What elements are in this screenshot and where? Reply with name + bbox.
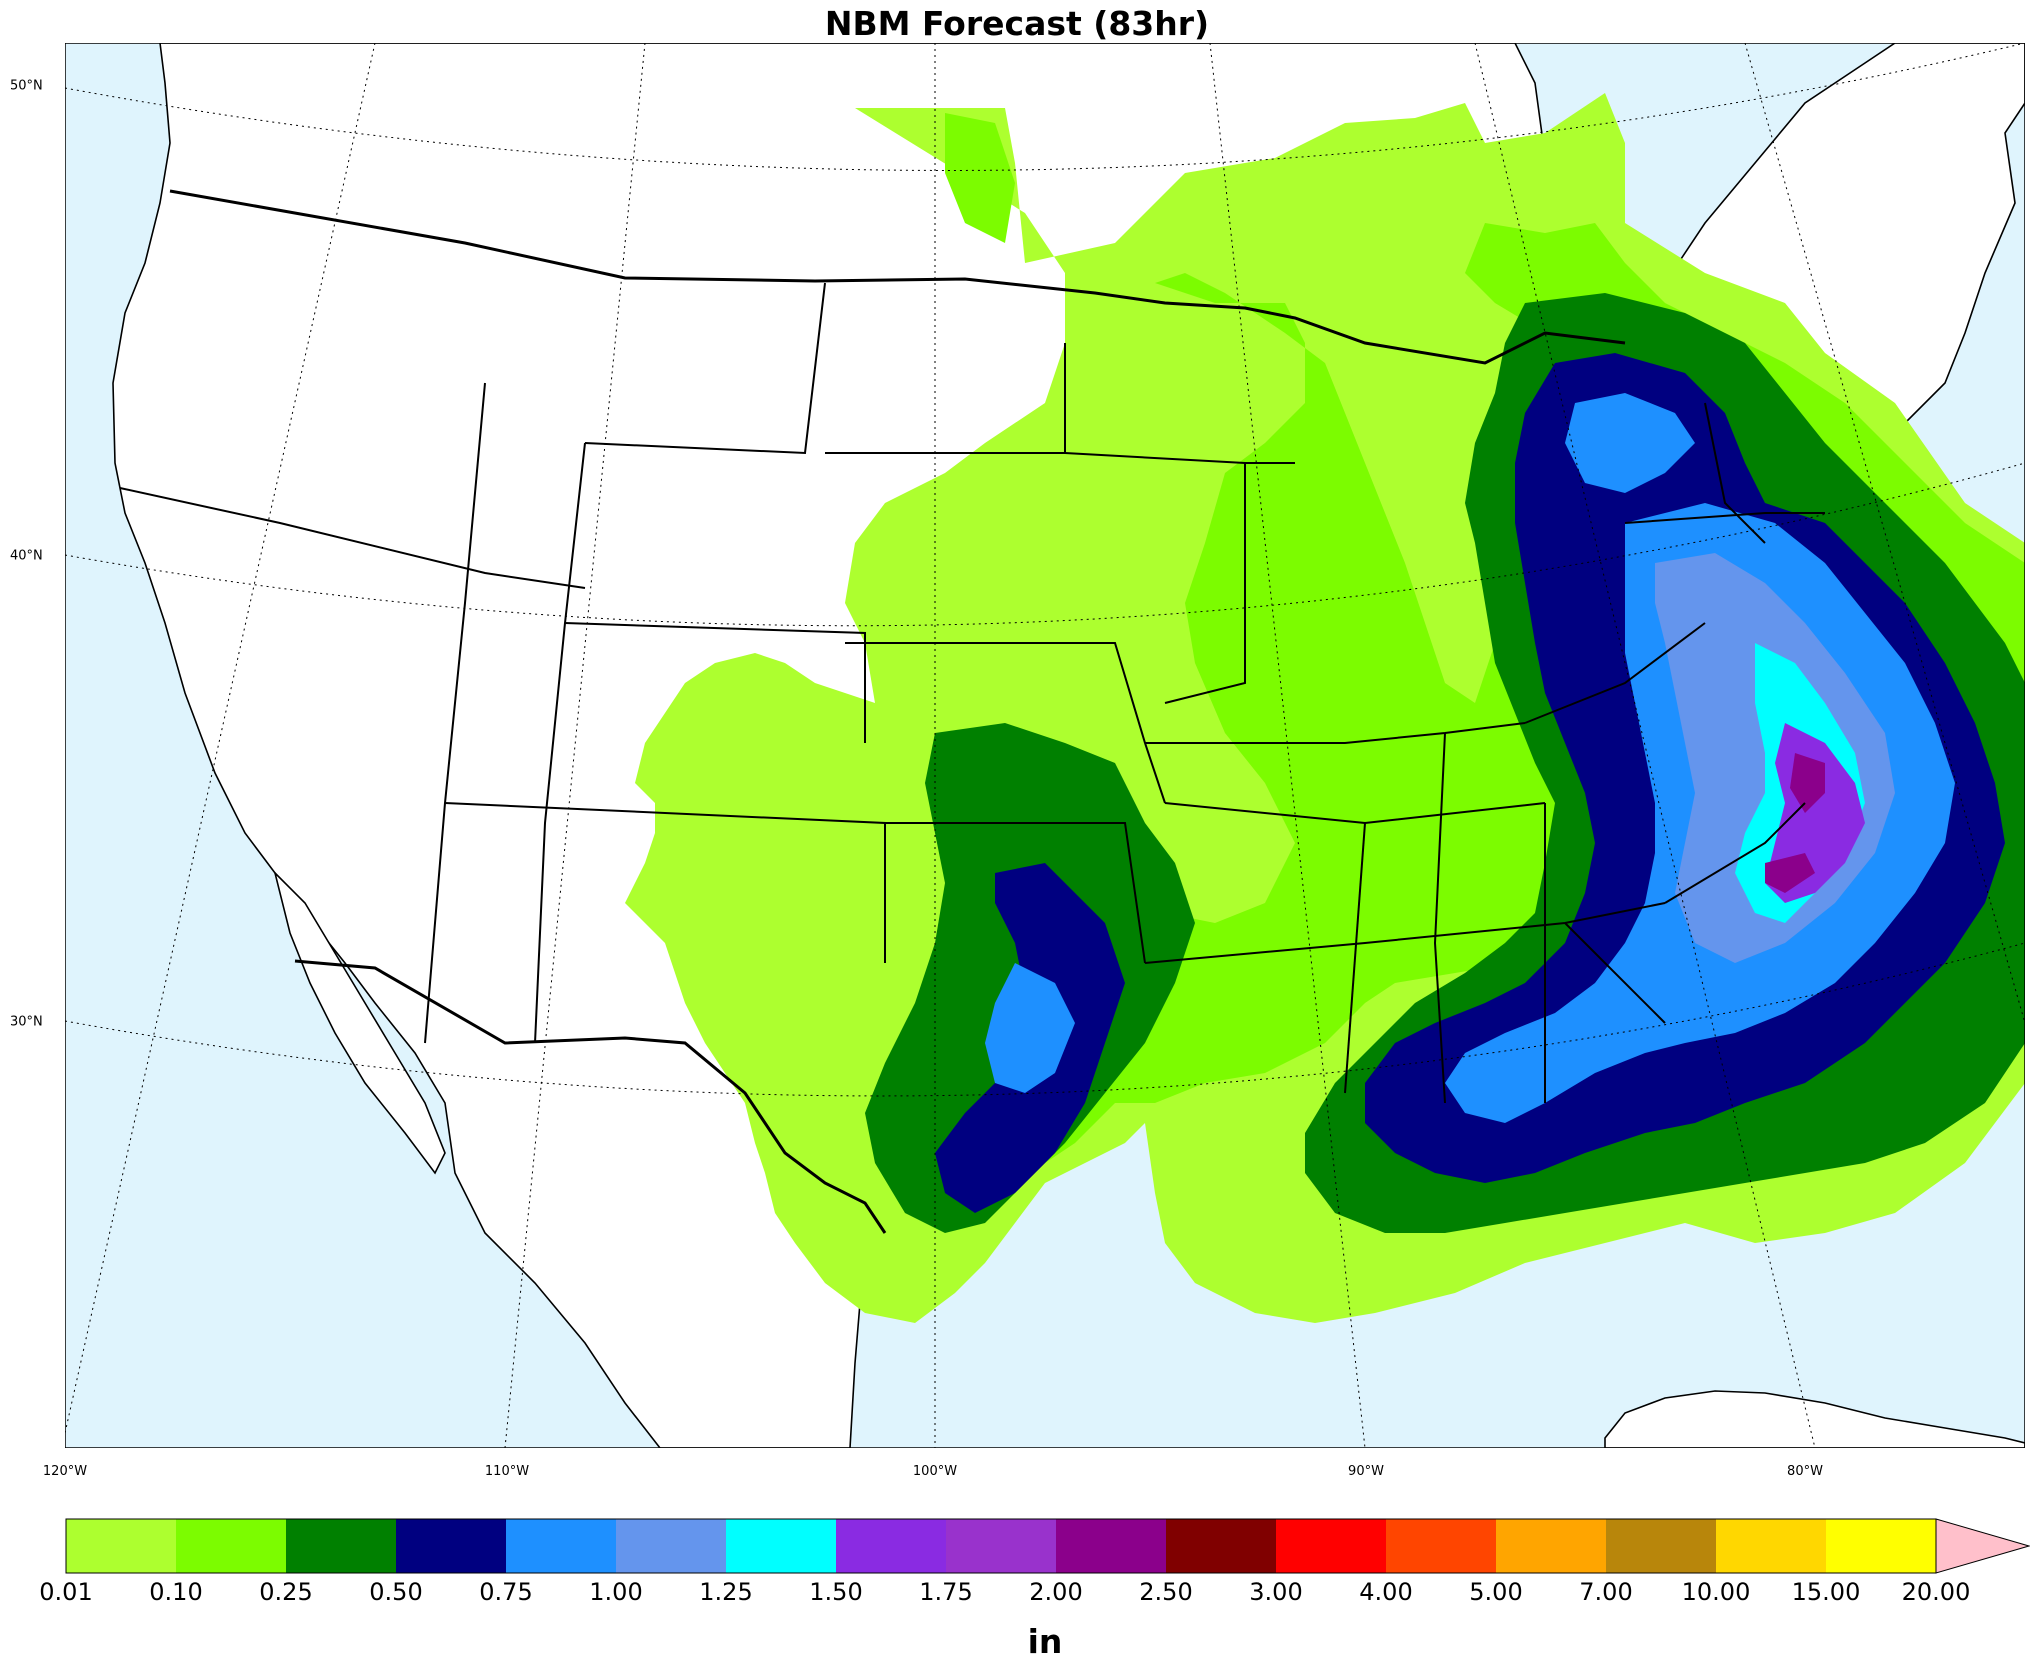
lat-label-40: 40°N	[10, 548, 43, 564]
colorbar-outline	[65, 1518, 1937, 1574]
lon-label-120: 120°W	[42, 1464, 88, 1479]
colorbar-tick-label: 1.00	[589, 1578, 643, 1606]
colorbar-segment	[616, 1519, 726, 1573]
colorbar-unit: in	[1027, 1622, 1063, 1661]
colorbar-tick-label: 20.00	[1901, 1578, 1971, 1606]
colorbar-segment	[1056, 1519, 1166, 1573]
colorbar-tick-label: 1.75	[919, 1578, 973, 1606]
colorbar-segment	[726, 1519, 836, 1573]
colorbar-tick-label: 0.25	[259, 1578, 313, 1606]
colorbar	[65, 1518, 2030, 1574]
colorbar-segment	[66, 1519, 176, 1573]
land-cuba	[1604, 1390, 2025, 1448]
colorbar-tick-label: 2.00	[1029, 1578, 1083, 1606]
lat-label-30: 30°N	[10, 1014, 43, 1030]
colorbar-segment	[506, 1519, 616, 1573]
colorbar-tick-label: 15.00	[1791, 1578, 1861, 1606]
colorbar-segment	[286, 1519, 396, 1573]
colorbar-segment	[1276, 1519, 1386, 1573]
colorbar-extend-arrow	[1935, 1518, 2030, 1574]
lat-label-50: 50°N	[10, 78, 43, 94]
graticule	[65, 43, 2025, 1448]
map-title: NBM Forecast (83hr)	[824, 4, 1210, 43]
colorbar-segment	[176, 1519, 286, 1573]
lon-label-90: 90°W	[1348, 1464, 1384, 1479]
precip-map	[65, 43, 2025, 1448]
land-baja	[273, 870, 446, 1175]
colorbar-tick-label: 0.50	[369, 1578, 423, 1606]
lon-label-110: 110°W	[484, 1464, 530, 1479]
colorbar-tick-label: 0.01	[39, 1578, 93, 1606]
colorbar-tick-label: 1.25	[699, 1578, 753, 1606]
precip-shading	[625, 93, 2025, 1323]
colorbar-segment	[1606, 1519, 1716, 1573]
colorbar-tick-label: 5.00	[1469, 1578, 1523, 1606]
colorbar-tick-label: 4.00	[1359, 1578, 1413, 1606]
lon-label-80: 80°W	[1787, 1464, 1823, 1479]
colorbar-segment	[1826, 1519, 1936, 1573]
colorbar-tick-label: 0.75	[479, 1578, 533, 1606]
colorbar-tick-label: 2.50	[1139, 1578, 1193, 1606]
colorbar-segment	[1386, 1519, 1496, 1573]
colorbar-tick-label: 0.10	[149, 1578, 203, 1606]
colorbar-segment	[396, 1519, 506, 1573]
colorbar-tick-label: 7.00	[1579, 1578, 1633, 1606]
colorbar-segment	[946, 1519, 1056, 1573]
colorbar-tick-label: 3.00	[1249, 1578, 1303, 1606]
colorbar-tick-label: 1.50	[809, 1578, 863, 1606]
colorbar-tick-label: 10.00	[1681, 1578, 1751, 1606]
colorbar-segment	[1716, 1519, 1826, 1573]
lon-label-100: 100°W	[912, 1464, 958, 1479]
colorbar-segment	[1496, 1519, 1606, 1573]
colorbar-segment	[836, 1519, 946, 1573]
political-borders	[119, 189, 1825, 1234]
colorbar-segment	[1166, 1519, 1276, 1573]
